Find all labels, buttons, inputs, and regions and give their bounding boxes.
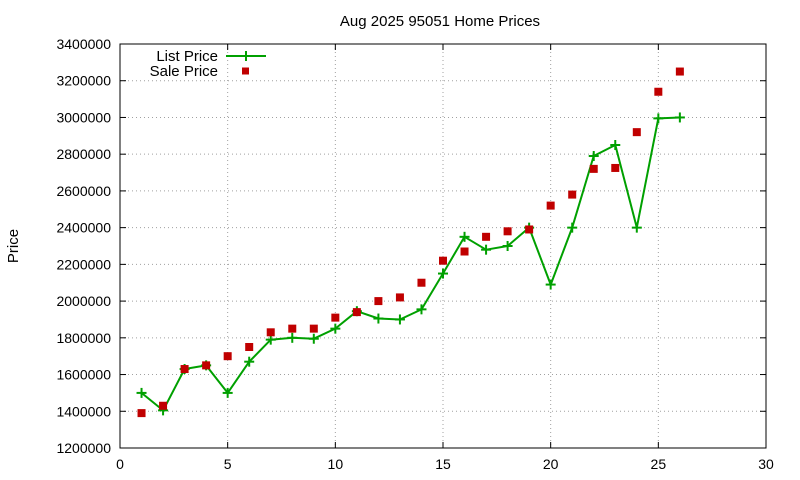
sale-price-point xyxy=(159,401,168,410)
list-price-point xyxy=(674,112,685,123)
list-price-point xyxy=(438,268,448,279)
y-tick-label: 3400000 xyxy=(56,36,111,52)
sale-price-point xyxy=(266,328,275,337)
list-price-point xyxy=(136,387,147,398)
list-price-point xyxy=(394,314,405,325)
sale-price-point xyxy=(439,256,447,265)
sale-price-point xyxy=(589,164,598,173)
list-price-point xyxy=(416,304,427,315)
list-price-point xyxy=(330,323,341,334)
list-price-point xyxy=(588,151,599,162)
y-tick-label: 1200000 xyxy=(56,440,111,456)
sale-price-point xyxy=(352,308,361,317)
list-price-point xyxy=(653,113,664,124)
sale-price-point xyxy=(568,190,577,199)
y-tick-label: 1400000 xyxy=(56,403,111,419)
legend-label-sale-price: Sale Price xyxy=(150,63,218,80)
list-price-point xyxy=(631,222,642,233)
sale-price-point xyxy=(503,227,512,236)
sale-price-point xyxy=(245,343,254,351)
y-tick-label: 2600000 xyxy=(56,183,111,199)
x-tick-label: 15 xyxy=(435,456,451,472)
list-price-point xyxy=(308,333,319,344)
y-tick-label: 1800000 xyxy=(56,330,111,346)
y-tick-label: 2000000 xyxy=(56,293,111,309)
list-price-point xyxy=(567,222,578,233)
y-tick-label: 2200000 xyxy=(56,256,111,272)
sale-price-point xyxy=(525,225,534,234)
sale-price-point xyxy=(331,313,340,322)
x-tick-label: 5 xyxy=(224,456,232,472)
x-tick-label: 0 xyxy=(116,456,124,472)
list-price-line xyxy=(140,116,680,412)
list-price-point xyxy=(502,241,513,251)
sale-price-point xyxy=(309,324,318,333)
y-tick-label: 3200000 xyxy=(56,73,111,89)
y-tick-label: 3000000 xyxy=(56,109,111,125)
sale-price-point xyxy=(223,352,232,361)
sale-price-point xyxy=(654,87,663,96)
sale-price-point xyxy=(417,278,426,287)
list-price-point xyxy=(244,356,255,367)
sale-price-point xyxy=(675,67,684,76)
x-tick-label: 20 xyxy=(543,456,559,472)
sale-price-point xyxy=(632,128,641,137)
list-price-point xyxy=(373,313,384,324)
legend-marker-list-price xyxy=(241,51,251,61)
sale-price-point xyxy=(546,201,555,210)
list-price-point xyxy=(545,279,556,290)
legend-marker-sale-price xyxy=(242,67,249,75)
sale-price-point xyxy=(460,247,469,256)
sale-price-point xyxy=(288,324,297,333)
sale-price-point xyxy=(611,163,620,172)
legend-label-list-price: List Price xyxy=(156,48,218,65)
y-tick-label: 2400000 xyxy=(56,220,111,236)
grid-lines xyxy=(120,44,766,448)
list-price-point xyxy=(459,231,470,242)
list-price-point xyxy=(481,244,492,255)
axis-ticks: 1200000 1400000 1600000 1800000 2000000 22000… xyxy=(56,36,774,472)
sale-price-point xyxy=(395,293,404,302)
sale-price-point xyxy=(374,297,383,306)
legend: List Price Sale Price xyxy=(150,48,266,80)
y-axis-label: Price xyxy=(5,229,22,263)
x-tick-label: 25 xyxy=(651,456,667,472)
chart-title: Aug 2025 95051 Home Prices xyxy=(340,13,540,30)
list-price-point xyxy=(287,332,298,343)
sale-price-point xyxy=(137,409,146,418)
legend-plus-mark xyxy=(241,51,251,61)
series-marks xyxy=(136,67,685,418)
x-tick-label: 30 xyxy=(758,456,774,472)
y-tick-label: 1600000 xyxy=(56,367,111,383)
y-tick-label: 2800000 xyxy=(56,146,111,162)
list-price-point xyxy=(222,387,233,398)
sale-price-point xyxy=(202,361,211,370)
sale-price-point xyxy=(180,365,189,374)
list-price-point xyxy=(610,140,621,150)
list-price-point xyxy=(265,334,276,345)
x-tick-label: 10 xyxy=(328,456,344,472)
sale-price-point xyxy=(482,232,491,241)
